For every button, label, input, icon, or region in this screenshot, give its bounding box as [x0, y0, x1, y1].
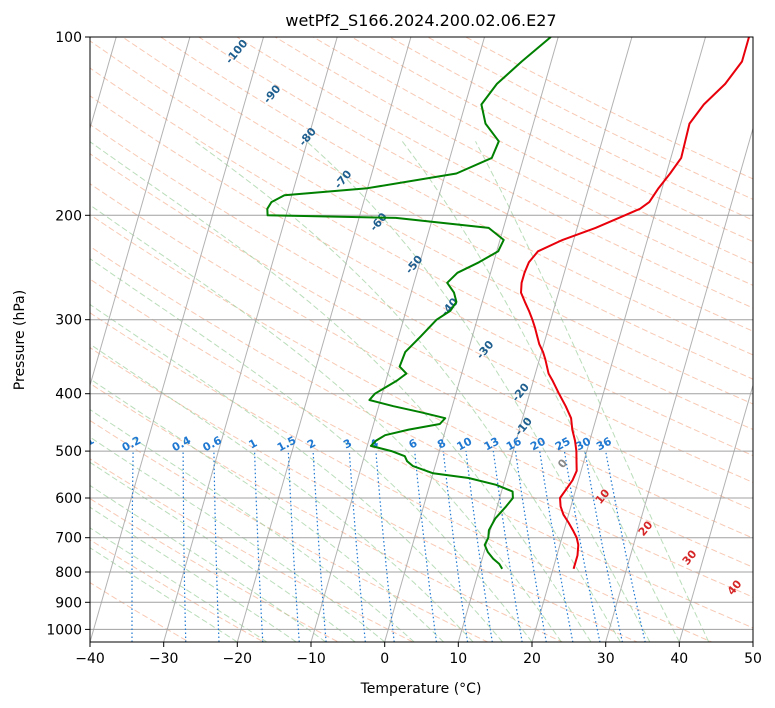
mixing-ratio-line [605, 450, 646, 642]
isotherm [384, 37, 559, 642]
x-tick-label: −20 [223, 651, 253, 667]
isotherm [310, 37, 486, 642]
x-tick-label: −30 [149, 651, 179, 667]
mixing-ratio-lines [131, 450, 646, 642]
mixing-ratio-label: 25 [553, 435, 573, 454]
y-tick-label: 700 [55, 531, 82, 547]
isotherm [163, 37, 338, 642]
plot-area: 0.10.20.40.611.52346810131620253036-100-… [73, 37, 753, 642]
y-tick-label: 100 [55, 30, 82, 46]
mixing-ratio-label: 30 [573, 435, 593, 454]
mixing-ratio-line [131, 451, 134, 642]
y-tick-label: 300 [55, 313, 82, 329]
x-tick-label: 50 [744, 651, 762, 667]
dry-adiabat [90, 582, 190, 642]
mixing-ratio-label: 20 [528, 435, 548, 454]
isotherm [531, 37, 707, 642]
y-tick-label: 800 [55, 565, 82, 581]
mixing-ratio-line [213, 451, 220, 642]
x-tick-label: 20 [523, 651, 541, 667]
dry-adiabat [160, 37, 753, 356]
mixing-ratio-line [312, 451, 327, 642]
isotherm [90, 37, 265, 642]
isotherm [678, 383, 753, 642]
sounding-series [266, 37, 750, 570]
mixing-ratio-label: 16 [504, 435, 524, 454]
mixing-ratio-line [465, 451, 493, 642]
y-axis-label: Pressure (hPa) [12, 290, 28, 390]
mixing-ratio-line [287, 451, 300, 642]
isotherm [457, 37, 633, 642]
dry-adiabat [90, 539, 265, 642]
y-tick-label: 200 [55, 208, 82, 224]
y-tick-label: 400 [55, 387, 82, 403]
y-tick-label: 1000 [46, 622, 82, 638]
y-tick-label: 900 [55, 595, 82, 611]
x-tick-label: 40 [670, 651, 688, 667]
mixing-ratio-line [442, 451, 469, 642]
isotherm [236, 37, 412, 642]
mixing-ratio-line [254, 451, 264, 642]
mixing-ratio-line [563, 451, 601, 642]
plot-frame [89, 36, 754, 643]
dry-adiabat [198, 37, 753, 332]
chart-title: wetPf2_S166.2024.200.02.06.E27 [285, 11, 556, 31]
mixing-ratio-line [584, 450, 623, 642]
mixing-ratio-label: 36 [594, 435, 614, 454]
dry-adiabat [90, 123, 753, 483]
y-tick-label: 500 [55, 444, 82, 460]
mixing-ratio-line [375, 451, 395, 642]
isotherm [90, 37, 191, 388]
mixing-ratio-line [414, 451, 438, 642]
x-tick-label: −10 [296, 651, 326, 667]
x-axis-label: Temperature (°C) [360, 681, 482, 697]
mixing-ratio-line [492, 451, 523, 642]
y-tick-label: 600 [55, 491, 82, 507]
mixing-ratio-line [182, 451, 187, 642]
dry-adiabat [236, 37, 753, 309]
isotherm-lines [90, 37, 753, 642]
mixing-ratio-line [348, 451, 366, 642]
mixing-ratio-label: 13 [482, 435, 502, 454]
dry-adiabat [90, 40, 753, 405]
mixing-ratio-label: 0.1 [73, 434, 96, 455]
x-tick-label: 0 [380, 651, 389, 667]
mixing-ratio-line [539, 451, 574, 642]
x-tick-label: 10 [449, 651, 467, 667]
dry-adiabat [90, 67, 753, 431]
x-axis-ticks: −40 −30 −20 −10 0 10 20 30 40 50 [75, 642, 762, 667]
dewpoint-line [266, 37, 552, 570]
dry-adiabat [90, 95, 753, 457]
y-axis-ticks: 100 200 300 400 500 600 700 800 900 1000 [46, 30, 90, 638]
x-tick-label: 30 [597, 651, 615, 667]
temperature-line [520, 37, 750, 570]
x-tick-label: −40 [75, 651, 105, 667]
mixing-ratio-line [514, 451, 547, 642]
mixing-ratio-label: 10 [455, 435, 475, 454]
dry-adiabat [90, 183, 753, 539]
